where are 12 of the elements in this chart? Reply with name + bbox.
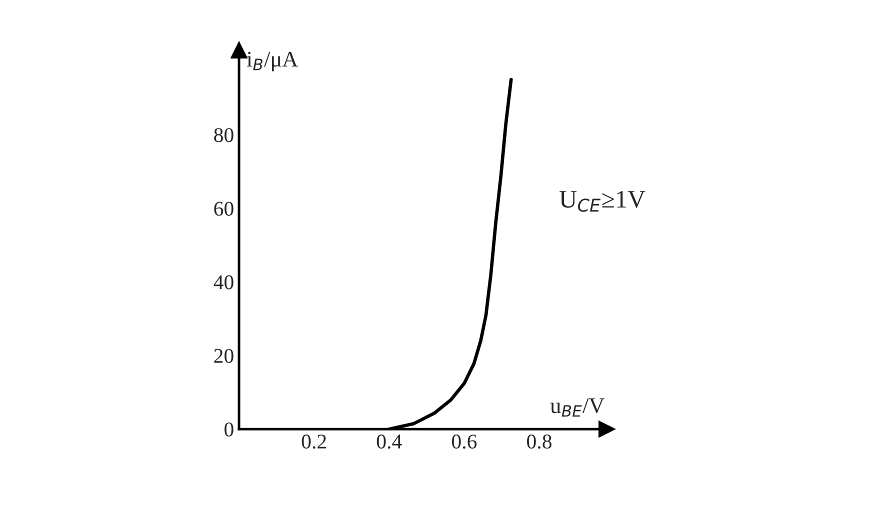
y-tick-label: 60 bbox=[214, 202, 234, 216]
y-tick-label: 0 bbox=[224, 422, 234, 437]
x-tick-label: 0.6 bbox=[452, 434, 477, 449]
y-tick-label: 80 bbox=[214, 128, 234, 142]
y-tick-label: 40 bbox=[214, 275, 234, 290]
annotation: U$_{CE}$≥1V bbox=[560, 190, 646, 212]
x-tick-label: 0.2 bbox=[302, 434, 326, 449]
y-tick-label: 20 bbox=[214, 348, 234, 363]
x-tick-label: 0.8 bbox=[527, 434, 552, 449]
y-axis-title: i$_{B}$/μA bbox=[246, 52, 298, 72]
x-axis-title: u$_{BE}$/V bbox=[550, 398, 604, 417]
x-tick-label: 0.4 bbox=[376, 434, 402, 449]
